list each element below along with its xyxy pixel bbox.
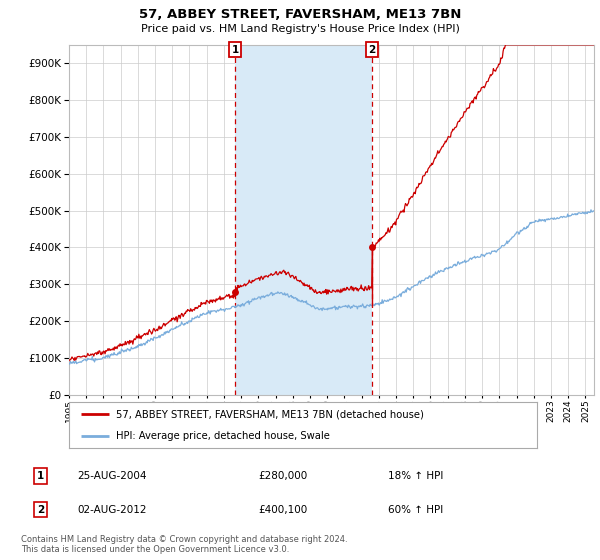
Text: 02-AUG-2012: 02-AUG-2012 xyxy=(77,505,147,515)
Text: 60% ↑ HPI: 60% ↑ HPI xyxy=(388,505,443,515)
Text: HPI: Average price, detached house, Swale: HPI: Average price, detached house, Swal… xyxy=(116,431,329,441)
Text: 2: 2 xyxy=(37,505,44,515)
Text: Price paid vs. HM Land Registry's House Price Index (HPI): Price paid vs. HM Land Registry's House … xyxy=(140,24,460,34)
Text: Contains HM Land Registry data © Crown copyright and database right 2024.
This d: Contains HM Land Registry data © Crown c… xyxy=(21,535,347,554)
Bar xyxy=(235,45,372,395)
Text: £280,000: £280,000 xyxy=(258,471,307,481)
Text: 57, ABBEY STREET, FAVERSHAM, ME13 7BN (detached house): 57, ABBEY STREET, FAVERSHAM, ME13 7BN (d… xyxy=(116,409,424,419)
Text: 57, ABBEY STREET, FAVERSHAM, ME13 7BN: 57, ABBEY STREET, FAVERSHAM, ME13 7BN xyxy=(139,8,461,21)
Text: £400,100: £400,100 xyxy=(258,505,307,515)
Text: 1: 1 xyxy=(232,45,239,55)
Bar xyxy=(235,45,372,395)
Text: 1: 1 xyxy=(37,471,44,481)
Text: 18% ↑ HPI: 18% ↑ HPI xyxy=(388,471,443,481)
Text: 25-AUG-2004: 25-AUG-2004 xyxy=(77,471,147,481)
Text: 2: 2 xyxy=(368,45,376,55)
